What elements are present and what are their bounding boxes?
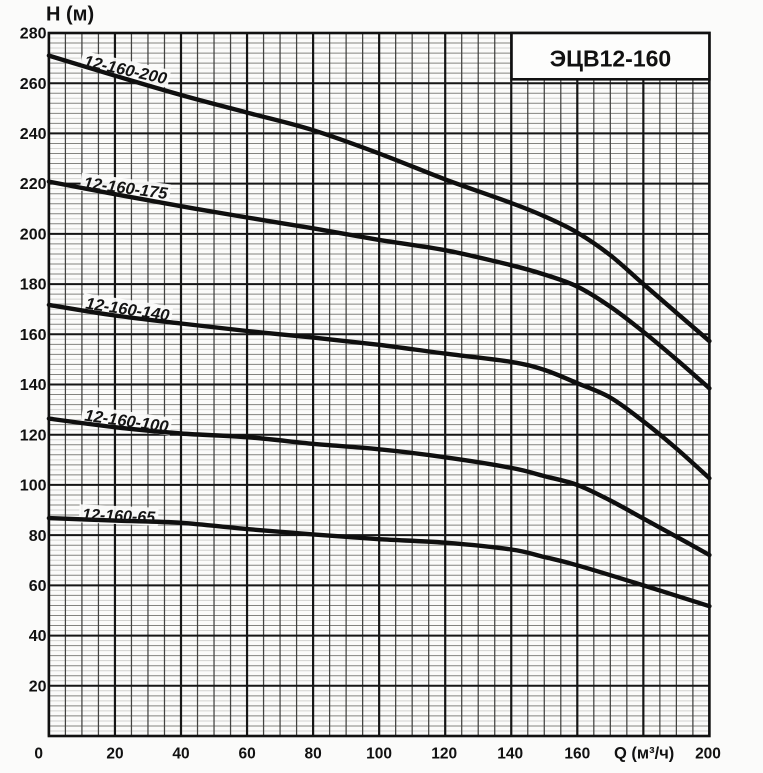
svg-text:120: 120 <box>431 746 457 763</box>
svg-text:220: 220 <box>20 176 47 193</box>
svg-text:ЭЦВ12-160: ЭЦВ12-160 <box>550 45 671 71</box>
svg-text:H (м): H (м) <box>46 4 94 26</box>
svg-text:20: 20 <box>106 746 123 763</box>
svg-text:140: 140 <box>20 377 47 394</box>
svg-text:60: 60 <box>29 578 47 595</box>
svg-text:200: 200 <box>20 226 47 243</box>
svg-text:12-160-65: 12-160-65 <box>82 507 157 527</box>
svg-text:40: 40 <box>172 746 189 763</box>
svg-text:80: 80 <box>304 746 321 763</box>
svg-text:60: 60 <box>238 746 255 763</box>
svg-text:200: 200 <box>695 746 721 763</box>
svg-text:Q (м³/ч): Q (м³/ч) <box>614 745 674 763</box>
svg-text:280: 280 <box>20 26 47 43</box>
svg-text:40: 40 <box>29 628 47 645</box>
svg-text:100: 100 <box>20 478 47 495</box>
svg-text:180: 180 <box>20 277 47 294</box>
svg-text:80: 80 <box>29 528 47 545</box>
svg-text:160: 160 <box>564 746 590 763</box>
svg-text:120: 120 <box>20 427 47 444</box>
svg-text:260: 260 <box>20 76 47 93</box>
svg-text:140: 140 <box>497 746 523 763</box>
svg-text:160: 160 <box>20 327 47 344</box>
svg-text:240: 240 <box>20 126 47 143</box>
svg-text:0: 0 <box>34 746 43 763</box>
svg-text:100: 100 <box>366 746 392 763</box>
svg-text:20: 20 <box>29 678 47 695</box>
